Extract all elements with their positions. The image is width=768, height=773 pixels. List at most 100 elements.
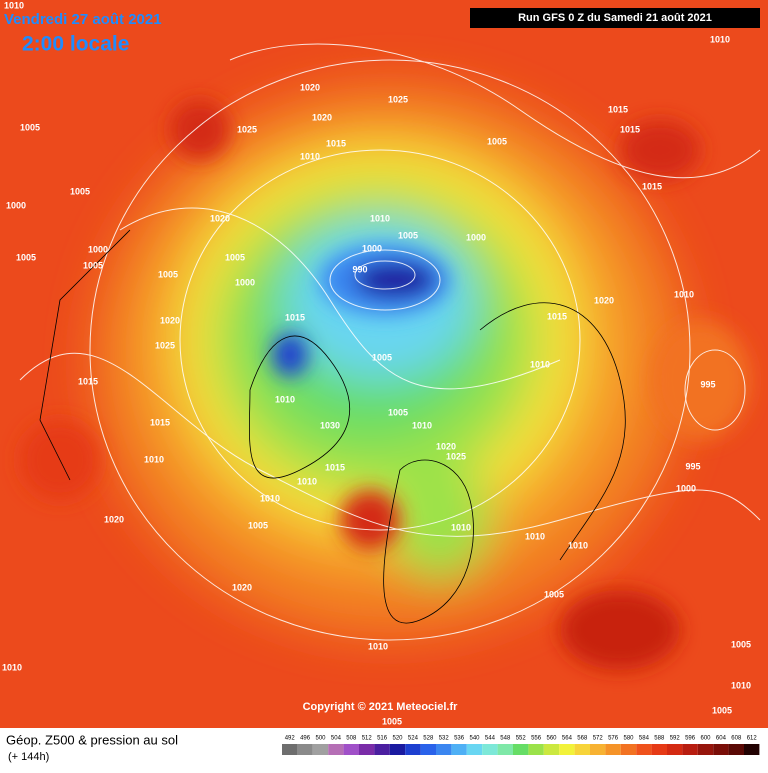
colorbar: 492 496 500 504 508 512 516 520 524 528 532 536 540 5… — [282, 736, 760, 755]
colorbar-swatch — [405, 744, 421, 755]
colorbar-label: 596 — [685, 736, 696, 742]
colorbar-label: 560 — [546, 736, 557, 742]
isobar-label: 1010 — [368, 641, 388, 651]
run-box — [470, 8, 760, 28]
isobar-label: 1005 — [20, 122, 40, 132]
isobar-label: 1005 — [712, 705, 732, 715]
colorbar-swatch — [744, 744, 760, 755]
colorbar-label: 528 — [423, 736, 434, 742]
colorbar-label: 592 — [670, 736, 681, 742]
colorbar-label: 512 — [362, 736, 373, 742]
isobar-label: 1025 — [446, 451, 466, 461]
colorbar-swatch — [651, 744, 667, 755]
isobar-label: 1010 — [4, 0, 24, 10]
isobar-label: 1000 — [676, 483, 696, 493]
isobar-label: 1015 — [620, 124, 640, 134]
isobar-label: 1010 — [674, 289, 694, 299]
colorbar-label: 504 — [331, 736, 342, 742]
colorbar-swatch — [389, 744, 406, 755]
isobar-label: 1020 — [104, 514, 124, 524]
isobar-label: 1005 — [388, 407, 408, 417]
colorbar-swatch — [497, 744, 513, 755]
colorbar-swatch — [282, 744, 298, 755]
isobar-label: 1005 — [16, 252, 36, 262]
colorbar-swatch — [359, 744, 375, 755]
colorbar-swatch — [605, 744, 621, 755]
isobar-label: 1015 — [325, 462, 345, 472]
isobar-label: 990 — [352, 264, 367, 274]
colorbar-label: 588 — [654, 736, 665, 742]
field — [0, 0, 768, 728]
colorbar-swatch — [374, 744, 390, 755]
isobar-label: 1020 — [160, 315, 180, 325]
isobar-label: 1025 — [388, 94, 408, 104]
isobar-label: 1005 — [225, 252, 245, 262]
isobar-label: 1020 — [594, 295, 614, 305]
isobar-label: 1005 — [248, 520, 268, 530]
isobar-label: 1005 — [382, 716, 402, 726]
colorbar-label: 548 — [500, 736, 511, 742]
isobar-label: 1015 — [642, 181, 662, 191]
isobar-label: 1000 — [362, 243, 382, 253]
colorbar-swatch — [436, 744, 452, 755]
colorbar-label: 604 — [716, 736, 727, 742]
colorbar-label: 500 — [315, 736, 326, 742]
colorbar-swatch — [528, 744, 544, 755]
colorbar-label: 612 — [747, 736, 758, 742]
colorbar-label: 600 — [700, 736, 711, 742]
isobar-label: 1020 — [300, 82, 320, 92]
isobar-label: 1015 — [285, 312, 305, 322]
date-label: Vendredi 27 août 2021 — [4, 11, 162, 28]
colorbar-swatch — [420, 744, 436, 755]
colorbar-swatch — [451, 744, 467, 755]
colorbar-swatch — [728, 744, 744, 755]
isobar-label: 1015 — [608, 104, 628, 114]
colorbar-label: 544 — [485, 736, 496, 742]
colorbar-swatch — [543, 744, 560, 755]
isobar-label: 995 — [685, 461, 700, 471]
colorbar-label: 608 — [731, 736, 742, 742]
isobars — [19, 43, 761, 641]
colorbar-label: 580 — [623, 736, 634, 742]
colorbar-label: 568 — [577, 736, 588, 742]
isobar-label: 1015 — [78, 376, 98, 386]
isobar-label: 1025 — [237, 124, 257, 134]
colorbar-label: 540 — [469, 736, 480, 742]
colorbar-swatch — [297, 744, 313, 755]
isobar-label: 1010 — [451, 522, 471, 532]
isobar-label: 995 — [700, 379, 715, 389]
isobar-labels: 1010 1010 1020 1025 1015 1005 1020 1025 1015 1015… — [2, 0, 751, 726]
isobar-label: 1005 — [372, 352, 392, 362]
isobar-label: 1030 — [320, 420, 340, 430]
isobar-label: 1005 — [70, 186, 90, 196]
isobar-label: 1005 — [398, 230, 418, 240]
colorbar-swatch — [328, 744, 344, 755]
colorbar-swatch — [513, 744, 529, 755]
isobar-label: 1025 — [155, 340, 175, 350]
isobar-label: 1020 — [210, 213, 230, 223]
colorbar-label: 564 — [562, 736, 573, 742]
run-label: Run GFS 0 Z du Samedi 21 août 2021 — [518, 12, 712, 24]
isobar-label: 1000 — [88, 244, 108, 254]
colorbar-swatch — [559, 744, 575, 755]
time-label: 2:00 locale — [22, 33, 129, 56]
copyright: Copyright © 2021 Meteociel.fr — [303, 701, 459, 713]
coastlines — [39, 229, 626, 624]
isobar-label: 1020 — [312, 112, 332, 122]
isobar-label: 1005 — [731, 639, 751, 649]
colorbar-swatch — [682, 744, 698, 755]
isobar-label: 1010 — [297, 476, 317, 486]
isobar-label: 1010 — [260, 493, 280, 503]
colorbar-swatch — [697, 744, 714, 755]
isobar-label: 1015 — [326, 138, 346, 148]
isobar-label: 1010 — [568, 540, 588, 550]
isobar-label: 1010 — [370, 213, 390, 223]
colorbar-label: 556 — [531, 736, 542, 742]
colorbar-swatch — [590, 744, 606, 755]
colorbar-label: 520 — [392, 736, 403, 742]
isobar-label: 1010 — [275, 394, 295, 404]
footer-title: Géop. Z500 & pression au sol — [6, 732, 178, 747]
isobar-label: 1000 — [466, 232, 486, 242]
colorbar-label: 536 — [454, 736, 465, 742]
